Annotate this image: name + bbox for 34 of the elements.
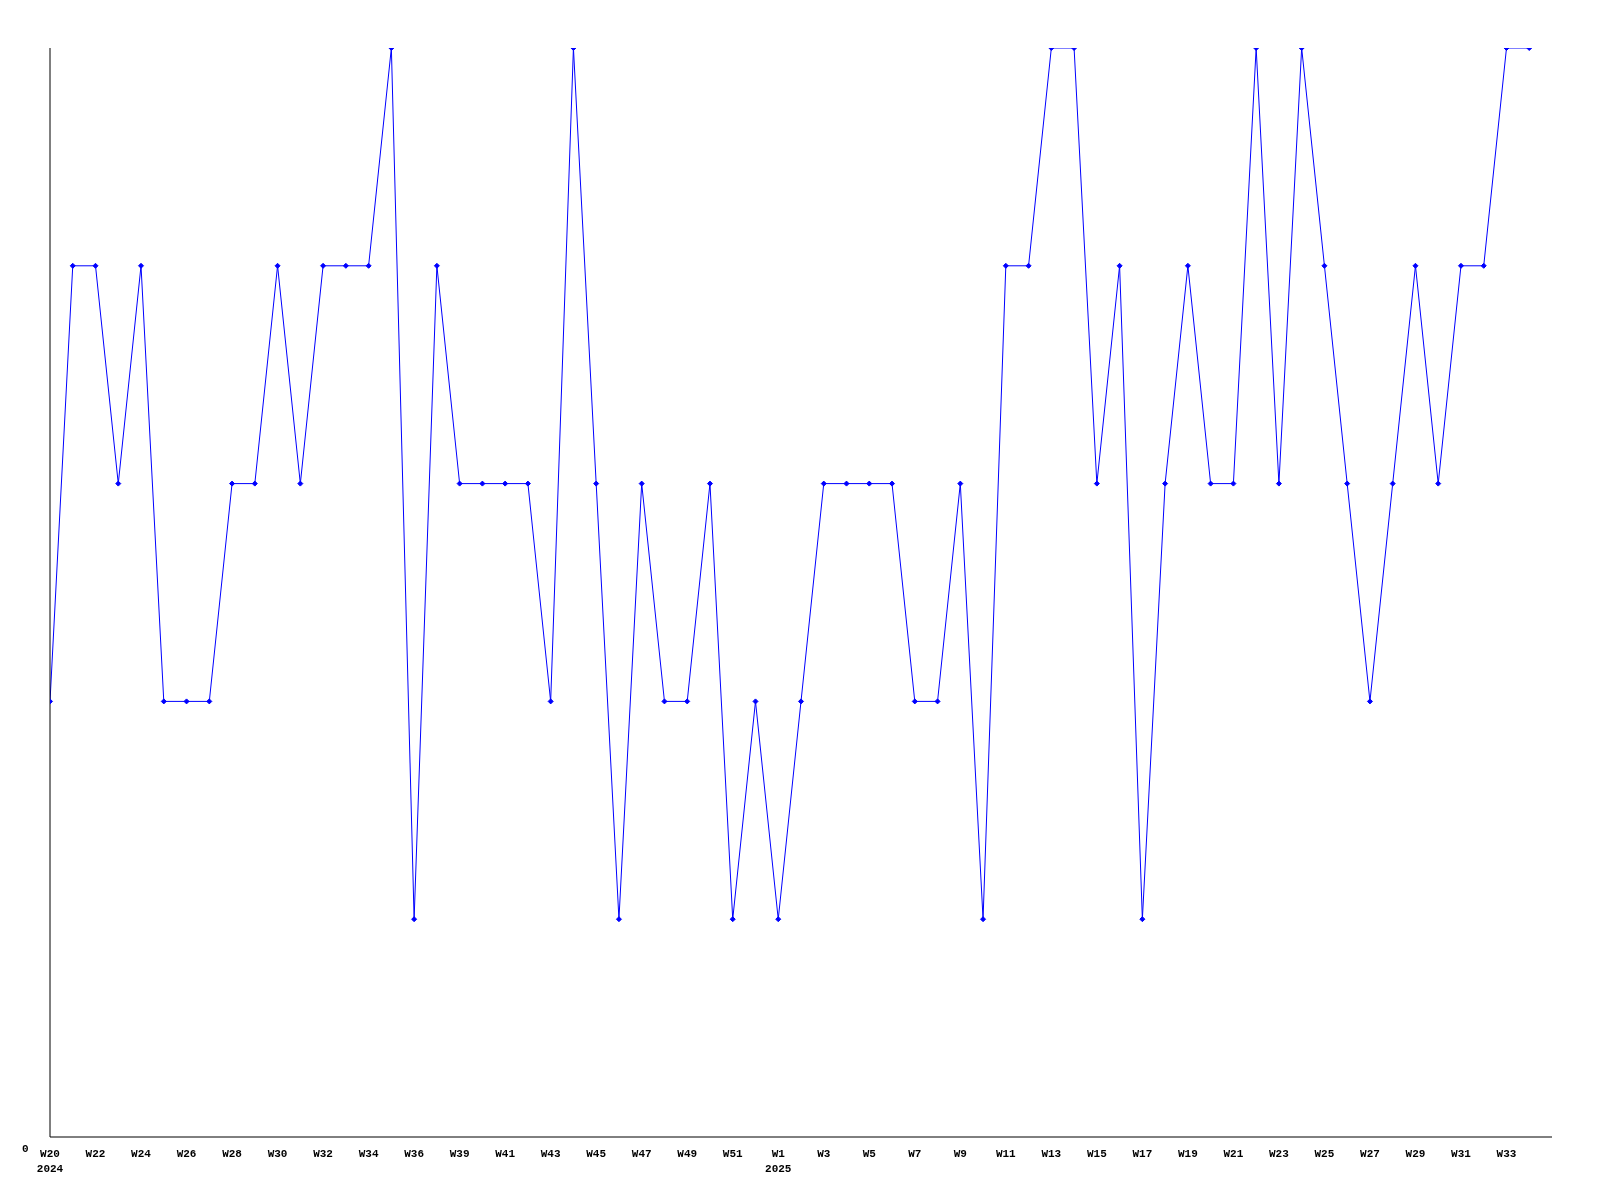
x-tick-label: W23	[1269, 1148, 1290, 1160]
x-tick-label: W31	[1451, 1148, 1472, 1160]
x-tick-label: W41	[495, 1148, 516, 1160]
x-tick-label: W28	[222, 1148, 243, 1160]
x-tick-label: W13	[1041, 1148, 1062, 1160]
x-tick-label: W51	[722, 1148, 744, 1160]
x-tick-label: W39	[449, 1148, 470, 1160]
x-tick-label: W24	[131, 1148, 152, 1160]
x-tick-label: W36	[404, 1148, 425, 1160]
x-tick-label: W30	[267, 1148, 288, 1160]
x-tick-label: W25	[1314, 1148, 1335, 1160]
x-tick-label: W17	[1132, 1148, 1153, 1160]
x-tick-label: W49	[677, 1148, 698, 1160]
x-tick-label: W5	[862, 1148, 877, 1160]
x-tick-label: W32	[313, 1148, 333, 1160]
x-tick-label: W20 2024	[36, 1148, 64, 1175]
x-tick-label: W45	[586, 1148, 607, 1160]
x-tick-label: W33	[1496, 1148, 1517, 1160]
x-tick-label: W29	[1405, 1148, 1426, 1160]
x-tick-label: W21	[1223, 1148, 1244, 1160]
x-tick-label: W9	[953, 1148, 967, 1160]
x-tick-label: W19	[1177, 1148, 1198, 1160]
x-tick-label: W11	[995, 1148, 1017, 1160]
x-tick-label: W43	[540, 1148, 561, 1160]
x-tick-label: W15	[1086, 1148, 1108, 1160]
x-tick-label: W1 2025	[765, 1148, 792, 1175]
x-tick-label: W47	[631, 1148, 652, 1160]
x-tick-label: W7	[908, 1148, 922, 1160]
x-tick-label: W27	[1360, 1148, 1380, 1160]
x-tick-label: W3	[817, 1148, 831, 1160]
x-tick-label: W22	[85, 1148, 106, 1160]
x-tick-label: W26	[176, 1148, 197, 1160]
text: 0	[22, 1143, 29, 1155]
x-tick-label: W34	[358, 1148, 379, 1160]
